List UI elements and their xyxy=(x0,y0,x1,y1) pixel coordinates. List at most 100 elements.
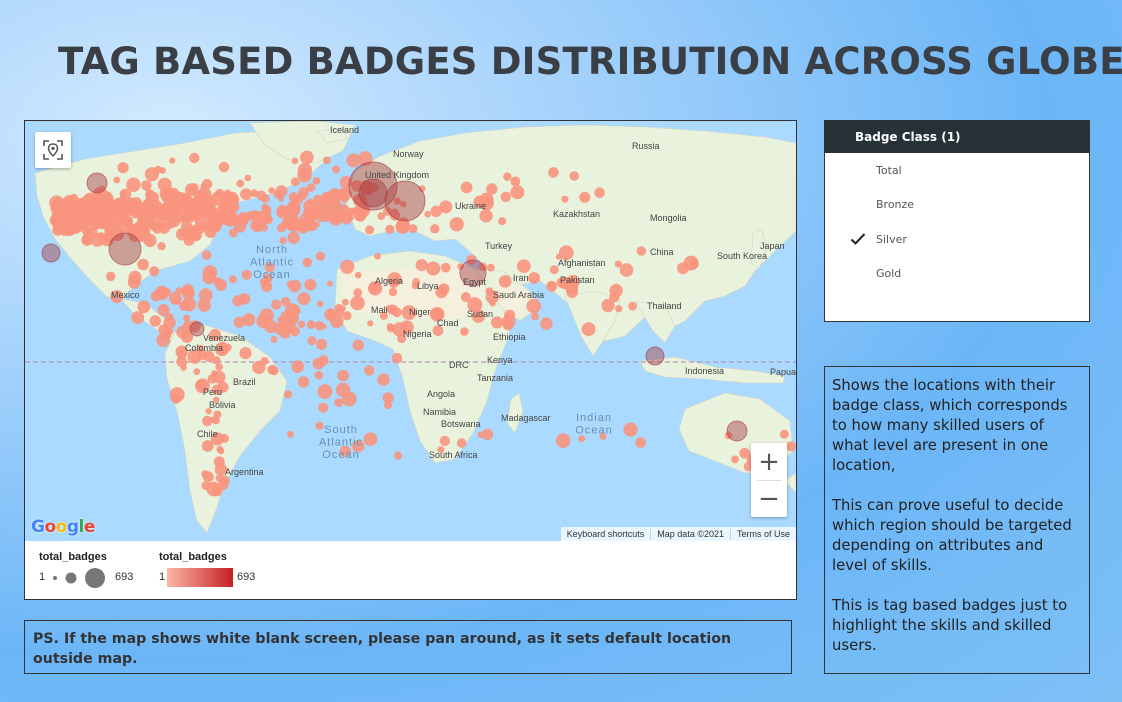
location-bubble[interactable] xyxy=(374,253,381,260)
location-bubble[interactable] xyxy=(321,210,328,217)
location-bubble-large[interactable] xyxy=(726,420,748,442)
location-bubble[interactable] xyxy=(424,210,432,218)
location-bubble[interactable] xyxy=(437,446,445,454)
location-bubble[interactable] xyxy=(306,320,316,329)
google-logo[interactable]: Google xyxy=(31,517,95,537)
location-bubble[interactable] xyxy=(210,432,224,446)
location-bubble[interactable] xyxy=(230,195,240,205)
location-bubble[interactable] xyxy=(203,350,215,362)
location-bubble[interactable] xyxy=(313,194,322,204)
location-bubble[interactable] xyxy=(456,438,467,448)
location-bubble[interactable] xyxy=(238,293,251,305)
location-bubble[interactable] xyxy=(377,212,386,221)
location-bubble[interactable] xyxy=(82,233,94,245)
location-bubble[interactable] xyxy=(202,250,212,260)
location-bubble[interactable] xyxy=(149,266,160,277)
location-bubble-large[interactable] xyxy=(108,232,142,266)
location-bubble[interactable] xyxy=(498,275,512,288)
world-map[interactable]: Iceland Norway Russia Kazakhstan Mongolia Chi… xyxy=(25,121,796,541)
location-bubble[interactable] xyxy=(202,415,213,427)
location-bubble[interactable] xyxy=(332,165,340,174)
location-bubble[interactable] xyxy=(394,451,403,460)
location-bubble[interactable] xyxy=(467,297,483,313)
location-bubble[interactable] xyxy=(164,313,174,323)
location-bubble[interactable] xyxy=(202,270,217,285)
location-bubble[interactable] xyxy=(352,339,364,351)
location-bubble[interactable] xyxy=(579,191,591,203)
location-bubble[interactable] xyxy=(400,200,407,208)
location-bubble[interactable] xyxy=(239,347,252,360)
location-bubble[interactable] xyxy=(352,440,365,453)
location-bubble[interactable] xyxy=(304,278,317,291)
location-bubble[interactable] xyxy=(743,461,754,472)
location-bubble[interactable] xyxy=(189,183,199,193)
location-bubble[interactable] xyxy=(168,291,182,305)
location-bubble[interactable] xyxy=(312,357,325,370)
location-bubble[interactable] xyxy=(619,263,634,277)
location-bubble[interactable] xyxy=(384,400,393,410)
location-bubble[interactable] xyxy=(430,205,442,217)
location-bubble[interactable] xyxy=(601,299,615,313)
location-bubble[interactable] xyxy=(126,227,136,237)
location-bubble[interactable] xyxy=(268,187,275,194)
location-bubble[interactable] xyxy=(180,364,187,371)
location-bubble[interactable] xyxy=(396,222,408,234)
location-bubble-large[interactable] xyxy=(384,180,426,222)
location-bubble[interactable] xyxy=(786,441,796,452)
location-bubble[interactable] xyxy=(491,316,504,329)
location-bubble[interactable] xyxy=(141,180,152,191)
location-bubble[interactable] xyxy=(171,202,179,210)
location-bubble[interactable] xyxy=(156,288,169,301)
location-bubble[interactable] xyxy=(256,190,266,201)
location-bubble[interactable] xyxy=(280,296,291,307)
location-bubble[interactable] xyxy=(211,384,223,395)
location-bubble[interactable] xyxy=(54,221,62,229)
location-bubble[interactable] xyxy=(209,329,222,341)
location-bubble[interactable] xyxy=(558,245,574,261)
location-bubble[interactable] xyxy=(201,481,211,490)
location-bubble[interactable] xyxy=(218,161,230,173)
location-bubble[interactable] xyxy=(566,286,578,298)
location-bubble[interactable] xyxy=(429,307,445,322)
location-bubble[interactable] xyxy=(212,356,221,365)
location-bubble[interactable] xyxy=(548,167,559,178)
location-bubble[interactable] xyxy=(213,396,220,404)
location-bubble[interactable] xyxy=(368,281,383,296)
location-bubble[interactable] xyxy=(146,191,160,204)
location-bubble[interactable] xyxy=(316,338,328,350)
location-bubble[interactable] xyxy=(201,470,210,478)
location-bubble[interactable] xyxy=(303,199,316,212)
location-bubble[interactable] xyxy=(306,183,316,192)
location-bubble[interactable] xyxy=(208,217,219,228)
location-bubble[interactable] xyxy=(286,280,294,288)
location-bubble[interactable] xyxy=(388,287,398,297)
location-bubble[interactable] xyxy=(337,369,350,382)
location-bubble[interactable] xyxy=(389,278,399,288)
location-bubble[interactable] xyxy=(219,433,229,443)
location-bubble[interactable] xyxy=(158,324,170,336)
location-bubble[interactable] xyxy=(479,209,493,223)
location-bubble[interactable] xyxy=(119,188,132,201)
location-bubble[interactable] xyxy=(219,213,231,226)
location-bubble[interactable] xyxy=(59,216,69,225)
location-bubble[interactable] xyxy=(779,429,789,439)
location-bubble[interactable] xyxy=(216,445,224,453)
location-bubble[interactable] xyxy=(502,319,514,331)
location-bubble[interactable] xyxy=(279,327,291,339)
location-bubble[interactable] xyxy=(297,320,306,328)
location-bubble[interactable] xyxy=(317,384,333,399)
location-bubble[interactable] xyxy=(549,265,559,275)
location-bubble[interactable] xyxy=(275,185,288,198)
location-bubble[interactable] xyxy=(430,224,440,234)
location-bubble[interactable] xyxy=(110,290,124,304)
location-bubble[interactable] xyxy=(146,201,160,215)
location-bubble[interactable] xyxy=(198,288,213,303)
location-bubble[interactable] xyxy=(287,231,300,244)
location-bubble[interactable] xyxy=(339,187,352,201)
location-bubble[interactable] xyxy=(113,176,121,184)
location-bubble[interactable] xyxy=(300,150,314,165)
location-bubble[interactable] xyxy=(253,222,261,230)
location-bubble[interactable] xyxy=(302,257,313,268)
location-bubble[interactable] xyxy=(339,445,351,457)
location-bubble[interactable] xyxy=(599,432,607,440)
